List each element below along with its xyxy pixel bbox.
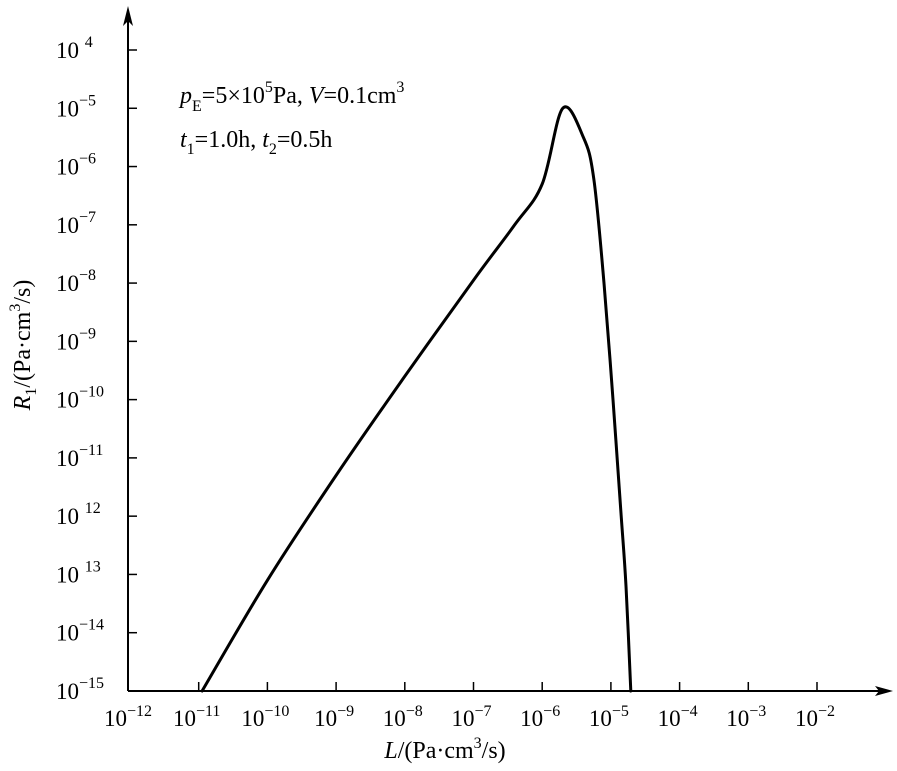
x-tick-labels: 10−12 10−11 10−10 10−9 10−8 10−7 10−6 10−5 10−4 1… <box>104 703 835 731</box>
y-tick-label: 10−11 <box>56 442 103 471</box>
y-tick-label: 10−9 <box>56 325 96 354</box>
x-tick-label: 10−2 <box>795 703 835 731</box>
x-tick-label: 10−11 <box>173 703 220 731</box>
annotation-line-1: pE=5×105Pa, V=0.1cm3 <box>178 79 404 115</box>
y-tick-label: 10−15 <box>56 675 104 704</box>
x-tick-label: 10−7 <box>451 703 491 731</box>
y-tick-label: 10 13 <box>56 558 101 587</box>
x-tick-label: 10−5 <box>589 703 629 731</box>
x-axis-title: L/(Pa·cm3/s) <box>383 735 505 764</box>
y-tick-label: 10−7 <box>56 209 96 238</box>
series <box>200 105 633 693</box>
x-tick-label: 10−8 <box>383 703 423 731</box>
y-tick-labels: 10 4 10−5 10−6 10−7 10−8 10−9 10−10 10−11 10 12 1… <box>56 34 104 704</box>
x-tick-label: 10−12 <box>104 703 152 731</box>
x-tick-label: 10−3 <box>726 703 766 731</box>
x-tick-label: 10−6 <box>520 703 560 731</box>
y-axis-arrow <box>123 6 133 26</box>
y-tick-label: 10−10 <box>56 384 104 413</box>
y-tick-label: 10−8 <box>56 267 96 296</box>
y-tick-label: 10−5 <box>56 92 96 121</box>
x-tick-label: 10−4 <box>658 703 698 731</box>
series-line-0 <box>200 105 633 693</box>
y-tick-label: 10−14 <box>56 617 104 646</box>
y-tick-label: 10−6 <box>56 151 96 180</box>
y-axis-title: R1/(Pa·cm3/s) <box>7 280 40 412</box>
axes <box>123 6 893 696</box>
y-tick-label: 10 12 <box>56 500 101 529</box>
annotation-line-2: t1=1.0h, t2=0.5h <box>180 127 332 158</box>
x-tick-label: 10−9 <box>314 703 354 731</box>
tick-marks <box>128 49 818 691</box>
x-axis-arrow <box>875 686 893 696</box>
x-tick-label: 10−10 <box>241 703 289 731</box>
y-tick-label: 10 4 <box>56 34 93 63</box>
